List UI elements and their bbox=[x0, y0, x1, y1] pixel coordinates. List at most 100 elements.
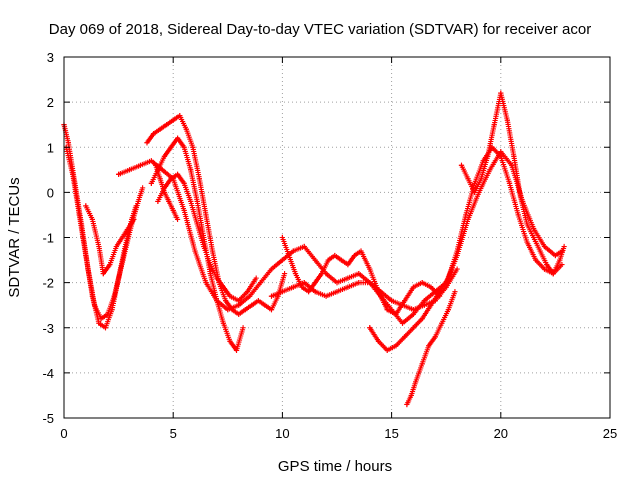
y-tick-label: 3 bbox=[47, 50, 54, 65]
data-point bbox=[168, 144, 174, 150]
data-point bbox=[220, 320, 227, 326]
y-tick-label: -5 bbox=[42, 411, 54, 426]
data-point bbox=[561, 243, 567, 250]
data-point bbox=[550, 271, 556, 277]
data-point bbox=[148, 180, 154, 186]
data-point bbox=[367, 280, 373, 286]
y-axis-label: SDTVAR / TECUs bbox=[6, 177, 23, 297]
data-point bbox=[122, 243, 128, 250]
x-tick-label: 0 bbox=[60, 426, 67, 441]
data-point bbox=[188, 167, 194, 173]
data-point bbox=[306, 289, 312, 295]
data-point bbox=[319, 271, 325, 277]
data-point bbox=[168, 176, 174, 182]
data-series-arc-6 bbox=[148, 135, 246, 353]
data-series-arc-11 bbox=[367, 144, 565, 353]
data-point bbox=[367, 325, 373, 331]
data-point bbox=[236, 298, 242, 304]
data-point bbox=[334, 280, 340, 286]
data-point bbox=[229, 307, 235, 313]
x-tick-label: 10 bbox=[275, 426, 289, 441]
data-point bbox=[537, 248, 543, 254]
data-point bbox=[279, 257, 285, 263]
data-series-arc-10 bbox=[279, 234, 443, 317]
data-point bbox=[334, 289, 340, 295]
data-point bbox=[194, 221, 200, 227]
data-layer bbox=[61, 90, 567, 408]
data-point bbox=[504, 117, 510, 123]
data-point bbox=[338, 257, 344, 263]
data-series-arc-7 bbox=[155, 171, 259, 304]
data-point bbox=[408, 392, 414, 399]
data-point bbox=[102, 325, 109, 331]
data-point bbox=[201, 243, 207, 250]
data-point bbox=[96, 320, 102, 326]
data-point bbox=[530, 225, 537, 232]
data-point bbox=[166, 198, 172, 204]
data-point bbox=[452, 289, 458, 295]
data-point bbox=[161, 189, 168, 195]
data-point bbox=[135, 198, 141, 204]
data-point bbox=[157, 176, 163, 182]
data-point bbox=[159, 167, 165, 173]
x-tick-label: 25 bbox=[603, 426, 617, 441]
data-point bbox=[384, 307, 390, 313]
data-point bbox=[170, 117, 176, 123]
data-point bbox=[279, 289, 285, 295]
data-point bbox=[290, 284, 296, 290]
data-point bbox=[498, 149, 504, 155]
data-point bbox=[358, 248, 364, 254]
data-point bbox=[122, 230, 128, 236]
data-point bbox=[419, 280, 425, 286]
data-point bbox=[223, 298, 229, 304]
data-point bbox=[144, 140, 150, 146]
data-series-arc-13 bbox=[458, 90, 567, 277]
data-point bbox=[279, 234, 285, 241]
data-point bbox=[491, 122, 497, 128]
data-point bbox=[192, 248, 198, 254]
data-point bbox=[116, 275, 122, 281]
data-point bbox=[240, 325, 246, 331]
data-point bbox=[454, 266, 460, 272]
data-point bbox=[155, 198, 161, 204]
data-point bbox=[281, 271, 288, 277]
data-point bbox=[233, 347, 240, 353]
y-tick-label: 1 bbox=[47, 140, 54, 155]
data-point bbox=[454, 248, 460, 254]
data-point bbox=[517, 194, 524, 200]
data-point bbox=[255, 298, 261, 304]
y-tick-label: -1 bbox=[42, 231, 54, 246]
data-point bbox=[485, 153, 491, 159]
data-point bbox=[428, 284, 434, 290]
data-point bbox=[351, 252, 358, 259]
data-point bbox=[89, 293, 95, 299]
data-point bbox=[157, 126, 163, 132]
data-point bbox=[312, 257, 318, 263]
data-series-arc-12 bbox=[404, 289, 458, 408]
data-point bbox=[133, 203, 139, 209]
data-point bbox=[402, 334, 408, 340]
data-point bbox=[268, 266, 275, 272]
data-point bbox=[428, 302, 434, 308]
data-point bbox=[107, 261, 113, 268]
data-point bbox=[220, 284, 227, 290]
data-point bbox=[126, 167, 133, 173]
data-point bbox=[421, 298, 427, 304]
data-point bbox=[375, 289, 382, 295]
data-point bbox=[301, 243, 307, 250]
data-point bbox=[174, 135, 181, 141]
data-point bbox=[393, 311, 399, 317]
data-point bbox=[148, 158, 154, 164]
data-point bbox=[137, 162, 144, 168]
y-tick-label: 0 bbox=[47, 185, 54, 200]
data-point bbox=[384, 347, 390, 353]
x-tick-label: 15 bbox=[384, 426, 398, 441]
data-point bbox=[170, 207, 176, 214]
data-point bbox=[465, 176, 471, 182]
data-point bbox=[471, 180, 478, 186]
data-point bbox=[153, 162, 159, 168]
data-series-arc-3 bbox=[83, 203, 137, 277]
data-point bbox=[76, 212, 82, 218]
data-point bbox=[356, 280, 362, 286]
data-point bbox=[268, 307, 275, 313]
